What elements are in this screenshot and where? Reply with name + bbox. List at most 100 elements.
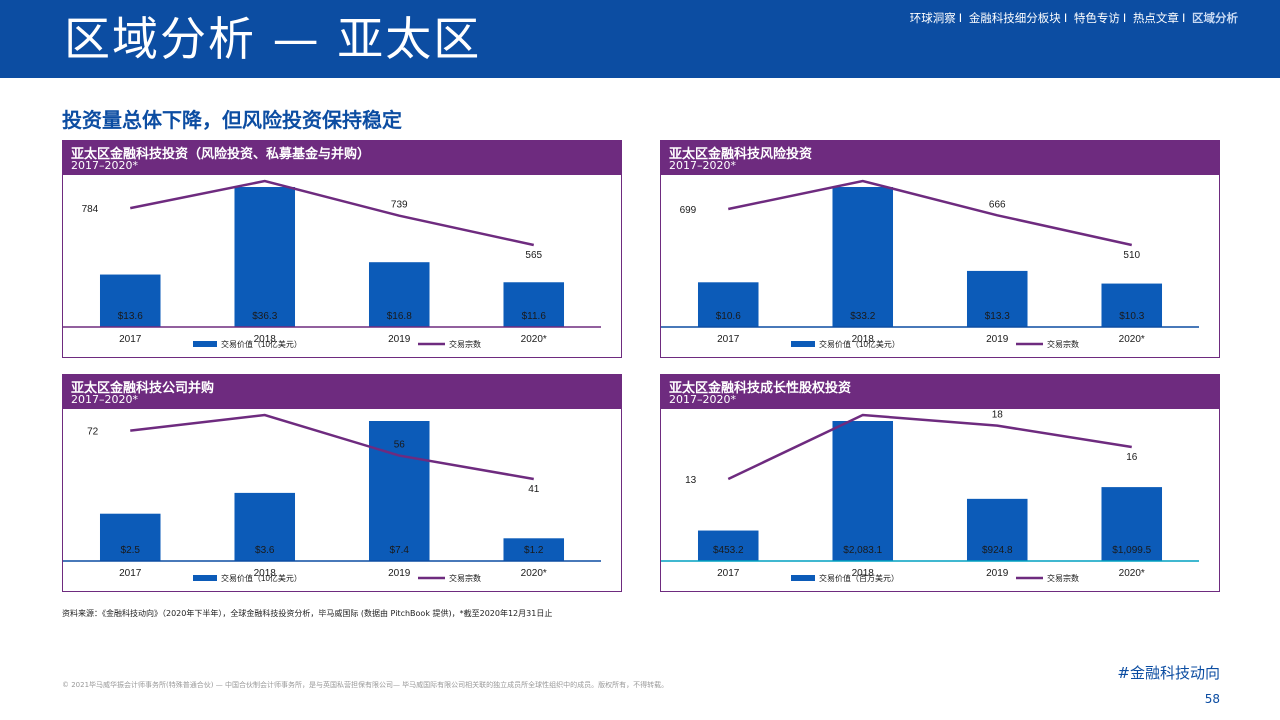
x-tick-label: 2018 <box>254 568 277 579</box>
line-value-label: 846 <box>854 175 871 176</box>
section-subtitle: 投资量总体下降，但风险投资保持稳定 <box>62 108 402 132</box>
panel-subtitle: 2017–2020* <box>71 393 138 406</box>
bar-value-label: $10.6 <box>716 311 741 322</box>
nav-separator: I <box>1063 11 1068 25</box>
x-tick-label: 2017 <box>119 334 142 345</box>
line-value-label: 41 <box>528 484 540 495</box>
nav-separator: I <box>1122 11 1127 25</box>
line-value-label: 784 <box>82 204 99 215</box>
page-number: 58 <box>1204 692 1220 706</box>
line-value-label: 16 <box>1126 452 1138 463</box>
x-tick-label: 2019 <box>388 334 411 345</box>
panel-subtitle: 2017–2020* <box>71 159 138 172</box>
bar-value-label: $13.3 <box>985 311 1010 322</box>
nav-global-insights[interactable]: 环球洞察 <box>909 11 956 25</box>
line-value-label: 13 <box>685 475 697 486</box>
bar <box>966 498 1028 561</box>
nav-interviews[interactable]: 特色专访 <box>1073 11 1120 25</box>
count-line <box>727 413 1132 481</box>
bar-value-label: $3.6 <box>255 545 275 556</box>
line-value-label: 72 <box>87 427 99 438</box>
x-tick-label: 2019 <box>388 568 411 579</box>
bar-value-label: $33.2 <box>850 311 875 322</box>
hashtag-link[interactable]: #金融科技动向 <box>1117 664 1220 682</box>
x-tick-label: 2017 <box>119 568 142 579</box>
bar <box>99 513 161 561</box>
legend-bar-label: 交易价值（百万美元） <box>819 573 899 583</box>
legend-bar-label: 交易价值（10亿美元） <box>221 573 302 583</box>
bar <box>1101 487 1163 561</box>
panel-header: 亚太区金融科技成长性股权投资 2017–2020* <box>661 375 1219 409</box>
bar-value-label: $36.3 <box>252 311 277 322</box>
panel-header: 亚太区金融科技投资（风险投资、私募基金与并购） 2017–2020* <box>63 141 621 175</box>
x-tick-label: 2019 <box>986 334 1009 345</box>
panel-title: 亚太区金融科技投资（风险投资、私募基金与并购） <box>71 147 371 162</box>
bar <box>832 187 894 327</box>
bar <box>697 530 759 561</box>
x-tick-label: 2018 <box>852 334 875 345</box>
legend-line-label: 交易宗数 <box>449 573 481 583</box>
legend-bar-swatch <box>791 341 815 347</box>
bar <box>99 274 161 327</box>
chart-growth-equity: $453.2 2017 $2,083.1 2018 $924.8 2019 $1,099.5… <box>661 409 1199 583</box>
bar <box>832 421 894 561</box>
top-nav: 环球洞察 I 金融科技细分板块 I 特色专访 I 热点文章 I 区域分析 <box>910 10 1238 26</box>
legend-line-label: 交易宗数 <box>1047 573 1079 583</box>
legend-bar-label: 交易价值（10亿美元） <box>221 339 302 349</box>
x-tick-label: 2019 <box>986 568 1009 579</box>
bar-value-label: $453.2 <box>713 545 744 556</box>
bar-value-label: $2,083.1 <box>843 545 882 556</box>
bar <box>503 538 565 561</box>
legend-bar-swatch <box>193 575 217 581</box>
line-value-label: 19 <box>857 409 869 410</box>
bar-value-label: $1,099.5 <box>1112 545 1151 556</box>
bar-value-label: $1.2 <box>524 545 544 556</box>
chart-venture-capital: $10.6 2017 $33.2 2018 $13.3 2019 $10.3 2020* 699… <box>661 175 1199 349</box>
copyright-note: © 2021毕马威华振会计师事务所(特殊普通合伙) — 中国合伙制会计师事务所，… <box>62 681 669 689</box>
bar-value-label: $10.3 <box>1119 311 1144 322</box>
x-tick-label: 2018 <box>852 568 875 579</box>
bar <box>368 262 430 327</box>
line-value-label: 739 <box>391 200 408 211</box>
x-tick-label: 2020* <box>521 568 547 579</box>
header-bar: 区域分析 — 亚太区 环球洞察 I 金融科技细分板块 I 特色专访 I 热点文章 I 区… <box>0 0 1280 78</box>
nav-fintech-segments[interactable]: 金融科技细分板块 <box>968 11 1061 25</box>
x-tick-label: 2018 <box>254 334 277 345</box>
panel-header: 亚太区金融科技公司并购 2017–2020* <box>63 375 621 409</box>
x-tick-label: 2020* <box>1119 334 1145 345</box>
legend-bar-label: 交易价值（10亿美元） <box>819 339 900 349</box>
bar-value-label: $2.5 <box>121 545 141 556</box>
bar-value-label: $13.6 <box>118 311 143 322</box>
line-value-label: 699 <box>680 205 697 216</box>
bar-value-label: $7.4 <box>390 545 410 556</box>
chart-mergers-acquisitions: $2.5 2017 $3.6 2018 $7.4 2019 $1.2 2020* 72 82 56 4… <box>63 409 601 583</box>
chart-panel-mergers-acquisitions: 亚太区金融科技公司并购 2017–2020* $2.5 2017 $3.6 2018 $… <box>62 374 622 592</box>
nav-hot-articles[interactable]: 热点文章 <box>1132 11 1179 25</box>
panel-title: 亚太区金融科技风险投资 <box>669 147 813 162</box>
line-value-label: 56 <box>394 440 406 451</box>
chart-panel-venture-capital: 亚太区金融科技风险投资 2017–2020* $10.6 2017 $33.2 201… <box>660 140 1220 358</box>
bar-value-label: $924.8 <box>982 545 1013 556</box>
chart-total-investment: $13.6 2017 $36.3 2018 $16.8 2019 $11.6 2020* 784… <box>63 175 601 349</box>
count-line <box>727 179 1133 247</box>
nav-separator: I <box>958 11 963 25</box>
source-note: 资料来源：《金融科技动向》（2020年下半年），全球金融科技投资分析，毕马威国际… <box>62 609 553 618</box>
x-tick-label: 2017 <box>717 568 740 579</box>
count-line <box>130 179 535 247</box>
chart-panel-growth-equity: 亚太区金融科技成长性股权投资 2017–2020* $453.2 2017 $2,0… <box>660 374 1220 592</box>
x-tick-label: 2017 <box>717 334 740 345</box>
x-tick-label: 2020* <box>521 334 547 345</box>
line-value-label: 565 <box>525 250 542 261</box>
nav-regional-analysis[interactable]: 区域分析 <box>1192 11 1238 25</box>
legend-bar-swatch <box>193 341 217 347</box>
panel-title: 亚太区金融科技公司并购 <box>71 381 215 396</box>
page-title: 区域分析 — 亚太区 <box>64 12 482 66</box>
bar <box>234 187 296 327</box>
count-line <box>130 413 534 481</box>
nav-separator: I <box>1181 11 1186 25</box>
line-value-label: 945 <box>256 175 273 176</box>
line-value-label: 510 <box>1123 250 1140 261</box>
panel-subtitle: 2017–2020* <box>669 159 736 172</box>
line-value-label: 82 <box>259 409 271 410</box>
bar-value-label: $11.6 <box>522 311 547 322</box>
